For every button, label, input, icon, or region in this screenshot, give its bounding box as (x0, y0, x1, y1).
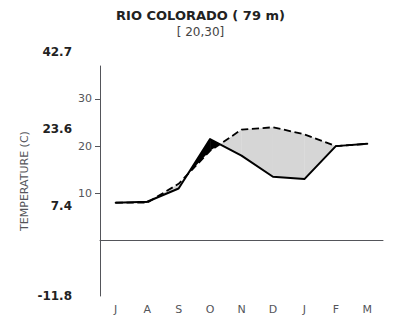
svg-text:J: J (302, 303, 306, 316)
svg-text:D: D (269, 303, 277, 316)
svg-text:A: A (143, 303, 151, 316)
svg-text:30: 30 (78, 92, 92, 105)
svg-text:7.4: 7.4 (51, 199, 72, 213)
svg-text:S: S (175, 303, 182, 316)
svg-text:23.6: 23.6 (42, 122, 72, 136)
svg-text:N: N (237, 303, 245, 316)
svg-text:TEMPERATURE (C): TEMPERATURE (C) (18, 131, 31, 232)
svg-text:F: F (333, 303, 339, 316)
svg-text:42.7: 42.7 (42, 45, 72, 59)
svg-text:20: 20 (78, 140, 92, 153)
svg-text:RIO COLORADO ( 79 m): RIO COLORADO ( 79 m) (116, 8, 285, 23)
svg-text:J: J (113, 303, 117, 316)
svg-text:[ 20,30]: [ 20,30] (177, 25, 225, 39)
svg-text:M: M (363, 303, 373, 316)
svg-text:10: 10 (78, 187, 92, 200)
svg-text:-11.8: -11.8 (37, 289, 72, 303)
svg-text:O: O (206, 303, 215, 316)
